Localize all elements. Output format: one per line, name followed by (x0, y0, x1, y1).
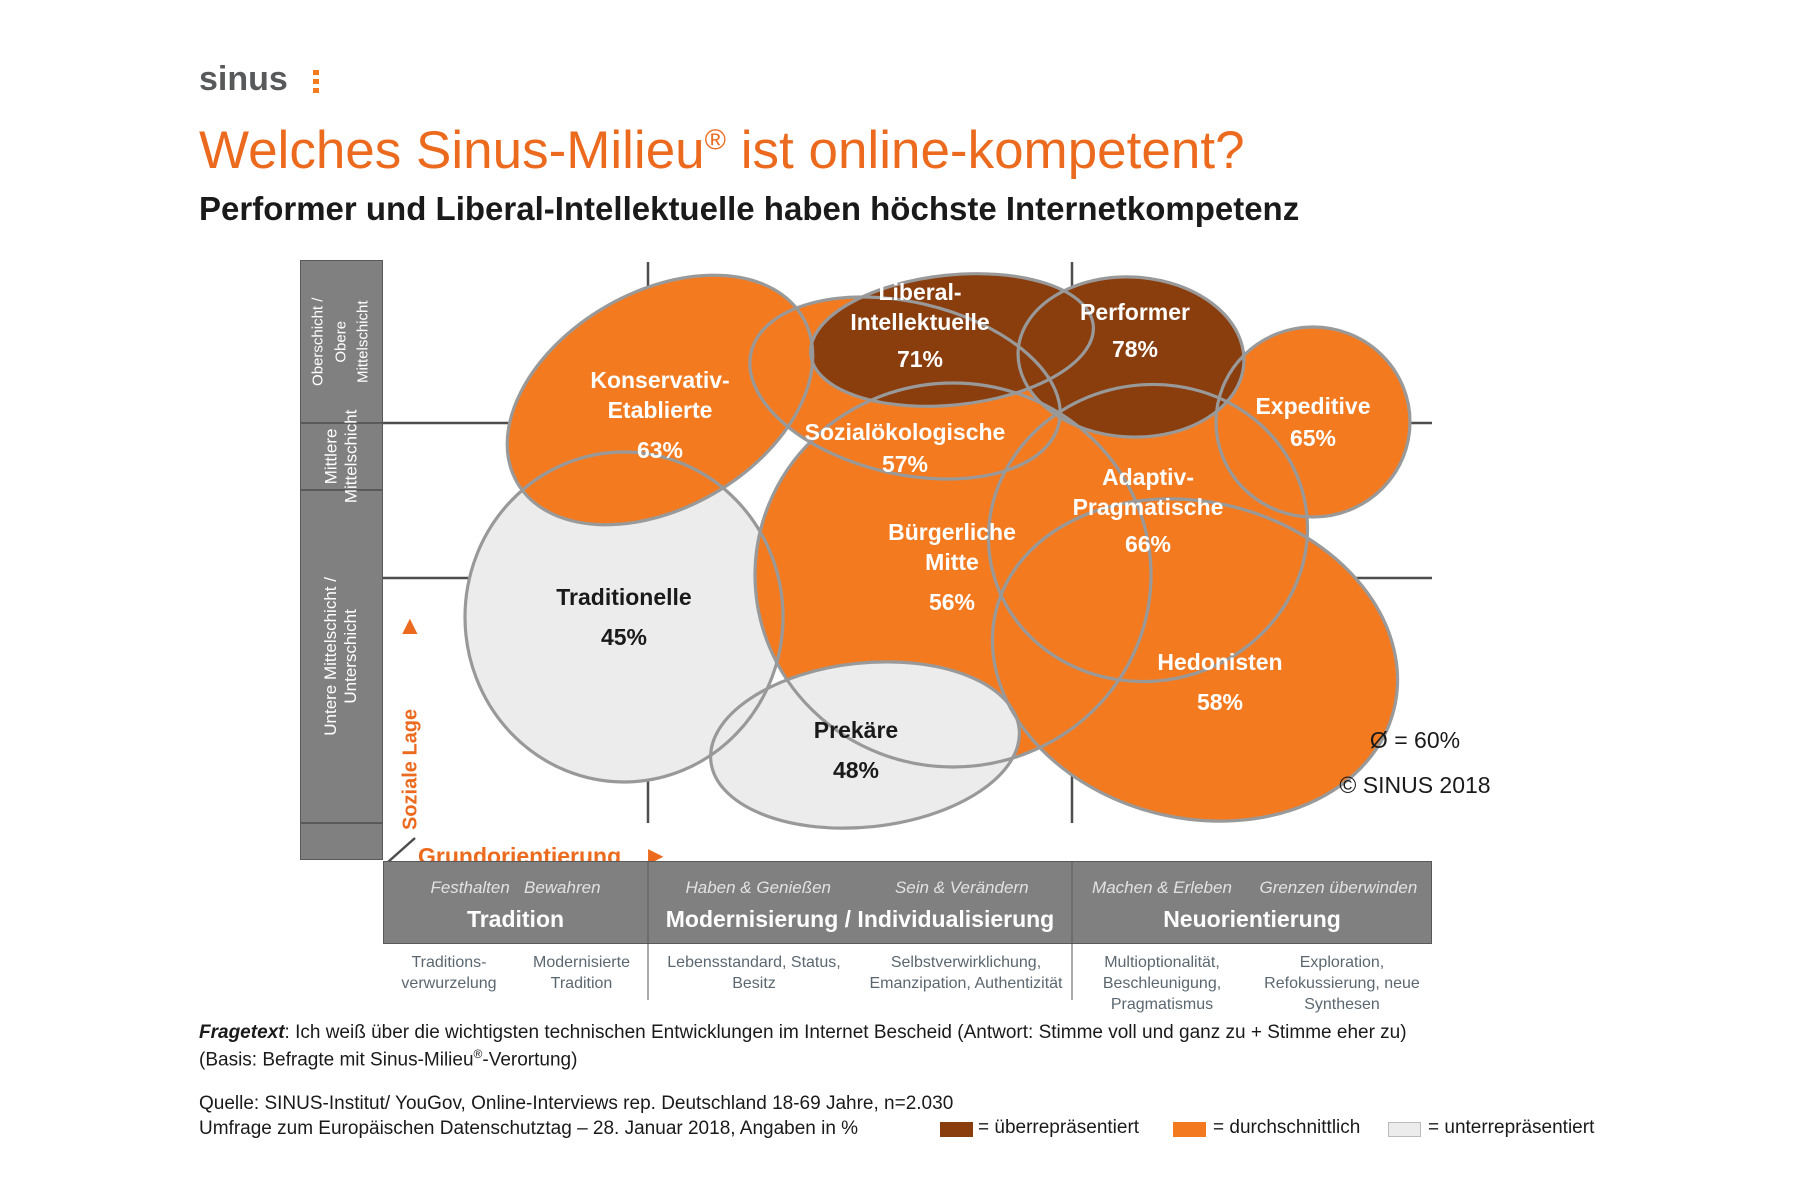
svg-text:Etablierte: Etablierte (608, 397, 713, 423)
svg-text:66%: 66% (1125, 531, 1171, 557)
svg-text:65%: 65% (1290, 425, 1336, 451)
svg-text:Hedonisten: Hedonisten (1157, 649, 1282, 675)
svg-text:Performer: Performer (1080, 299, 1190, 325)
svg-text:48%: 48% (833, 757, 879, 783)
svg-text:Adaptiv-: Adaptiv- (1102, 464, 1194, 490)
svg-text:56%: 56% (929, 589, 975, 615)
svg-text:78%: 78% (1112, 336, 1158, 362)
svg-text:57%: 57% (882, 451, 928, 477)
svg-text:Intellektuelle: Intellektuelle (850, 309, 989, 335)
svg-text:Expeditive: Expeditive (1255, 393, 1370, 419)
svg-text:Ø = 60%: Ø = 60% (1370, 727, 1460, 753)
svg-text:45%: 45% (601, 624, 647, 650)
svg-text:Sozialökologische: Sozialökologische (805, 419, 1006, 445)
svg-text:71%: 71% (897, 346, 943, 372)
svg-text:Traditionelle: Traditionelle (556, 584, 691, 610)
svg-text:Mitte: Mitte (925, 549, 979, 575)
svg-text:Pragmatische: Pragmatische (1073, 494, 1224, 520)
svg-text:Konservativ-: Konservativ- (590, 367, 729, 393)
svg-text:Bürgerliche: Bürgerliche (888, 519, 1016, 545)
svg-text:Prekäre: Prekäre (814, 717, 898, 743)
svg-text:63%: 63% (637, 437, 683, 463)
svg-text:© SINUS 2018: © SINUS 2018 (1339, 772, 1490, 798)
svg-text:58%: 58% (1197, 689, 1243, 715)
svg-text:Liberal-: Liberal- (878, 279, 961, 305)
